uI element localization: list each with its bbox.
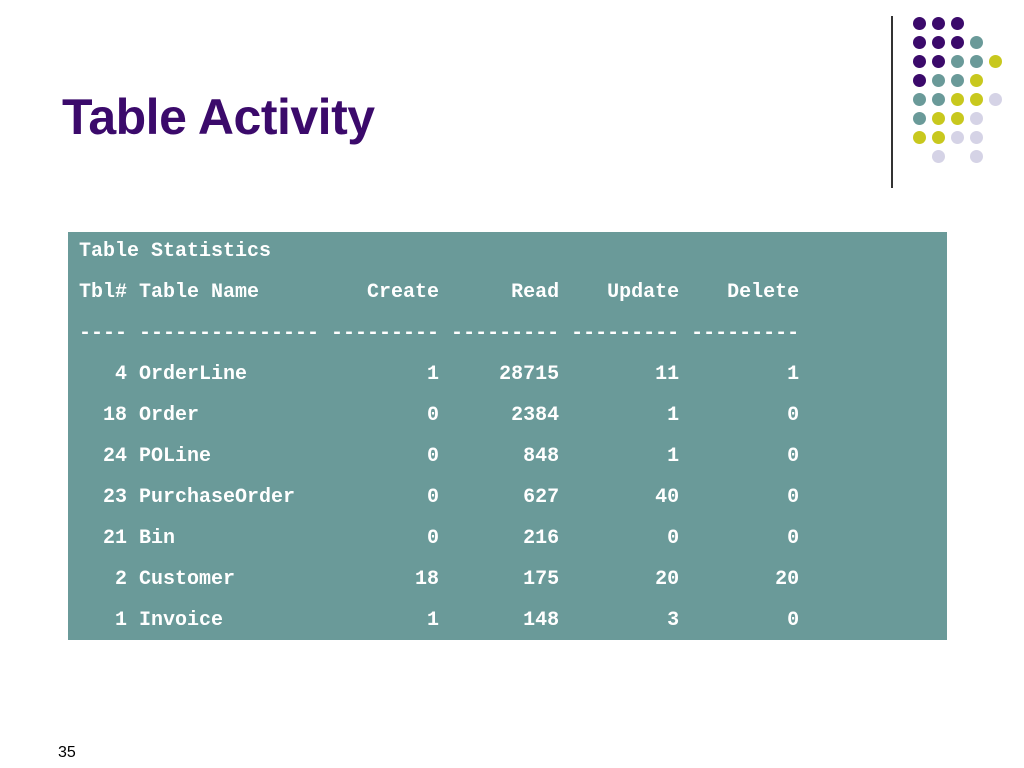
page-number: 35 bbox=[58, 744, 76, 761]
decorative-dot bbox=[951, 74, 964, 87]
decorative-dot bbox=[970, 55, 983, 68]
statistics-separator: ---- --------------- --------- ---------… bbox=[79, 322, 800, 345]
decorative-dot bbox=[932, 55, 945, 68]
table-row: 4 OrderLine 1 28715 11 1 bbox=[79, 363, 800, 386]
decorative-dot bbox=[951, 131, 964, 144]
statistics-heading: Table Statistics bbox=[79, 240, 272, 263]
decorative-dot bbox=[932, 131, 945, 144]
decorative-dot bbox=[913, 112, 926, 125]
decorative-dot bbox=[932, 36, 945, 49]
decorative-dot bbox=[913, 93, 926, 106]
decorative-vertical-line bbox=[891, 16, 893, 188]
decorative-dot bbox=[932, 74, 945, 87]
decorative-dot bbox=[913, 131, 926, 144]
decorative-dot bbox=[970, 112, 983, 125]
decorative-dot bbox=[951, 17, 964, 30]
decorative-dot bbox=[932, 150, 945, 163]
decorative-dot bbox=[932, 17, 945, 30]
decorative-dot bbox=[970, 93, 983, 106]
decorative-dot bbox=[951, 36, 964, 49]
decorative-dot bbox=[970, 36, 983, 49]
decorative-dot bbox=[951, 112, 964, 125]
decorative-dot bbox=[932, 93, 945, 106]
table-statistics-panel bbox=[68, 232, 947, 640]
decorative-dot bbox=[913, 74, 926, 87]
table-row: 2 Customer 18 175 20 20 bbox=[79, 568, 800, 591]
table-row: 18 Order 0 2384 1 0 bbox=[79, 404, 800, 427]
decorative-dot bbox=[989, 93, 1002, 106]
table-row: 24 POLine 0 848 1 0 bbox=[79, 445, 800, 468]
decorative-dot bbox=[970, 131, 983, 144]
decorative-dot bbox=[951, 55, 964, 68]
decorative-dot bbox=[970, 150, 983, 163]
table-row: 1 Invoice 1 148 3 0 bbox=[79, 609, 800, 632]
decorative-dot bbox=[951, 93, 964, 106]
decorative-dot bbox=[913, 55, 926, 68]
decorative-dot bbox=[913, 17, 926, 30]
slide-title: Table Activity bbox=[62, 89, 375, 145]
decorative-dot bbox=[932, 112, 945, 125]
statistics-header-row: Tbl# Table Name Create Read Update Delet… bbox=[79, 281, 800, 304]
table-row: 21 Bin 0 216 0 0 bbox=[79, 527, 800, 550]
decorative-dot bbox=[970, 74, 983, 87]
decorative-dot bbox=[989, 55, 1002, 68]
table-row: 23 PurchaseOrder 0 627 40 0 bbox=[79, 486, 800, 509]
decorative-dot bbox=[913, 36, 926, 49]
